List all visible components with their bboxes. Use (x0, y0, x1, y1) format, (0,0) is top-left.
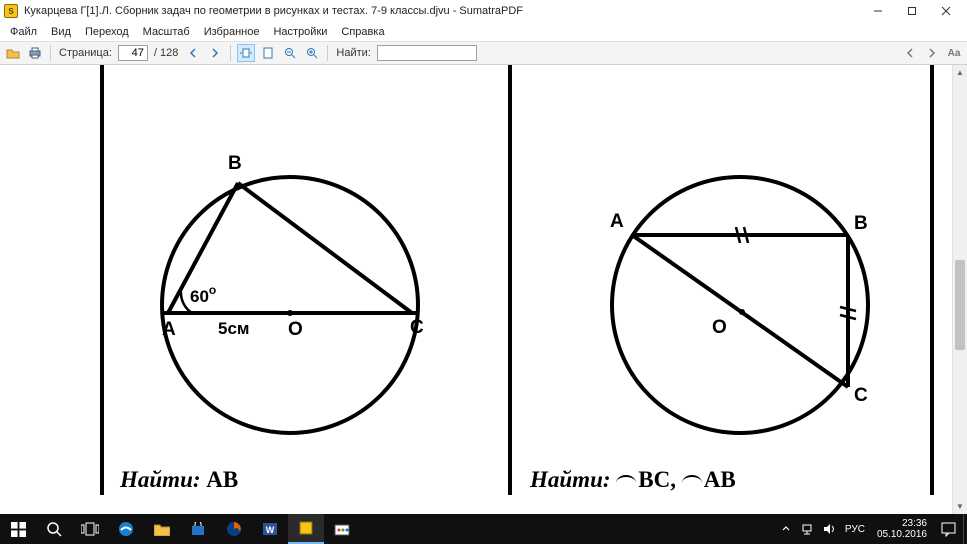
page-label: Страница: (57, 47, 114, 59)
open-icon[interactable] (4, 44, 22, 62)
find-input[interactable] (377, 45, 477, 61)
page-total: / 128 (152, 47, 180, 59)
menu-settings[interactable]: Настройки (267, 25, 333, 39)
page-input[interactable] (118, 45, 148, 61)
taskbar-app-edge[interactable] (108, 514, 144, 544)
taskbar-app-explorer[interactable] (144, 514, 180, 544)
tray-volume-icon[interactable] (823, 522, 837, 536)
toolbar-sep3 (327, 45, 328, 61)
search-icon[interactable] (36, 514, 72, 544)
scroll-thumb[interactable] (955, 260, 965, 350)
taskview-icon[interactable] (72, 514, 108, 544)
taskbar: W РУС 23:36 05.10.2016 (0, 514, 967, 544)
menu-goto[interactable]: Переход (79, 25, 135, 39)
taskbar-app-paint[interactable] (324, 514, 360, 544)
menu-zoom[interactable]: Масштаб (137, 25, 196, 39)
svg-text:W: W (266, 525, 275, 535)
menu-view[interactable]: Вид (45, 25, 77, 39)
menu-help[interactable]: Справка (335, 25, 390, 39)
start-button[interactable] (0, 514, 36, 544)
label-C2: C (854, 385, 868, 407)
document-area: A B C O 60o 5см Найти: AB (0, 65, 967, 514)
taskbar-app-store[interactable] (180, 514, 216, 544)
toolbar-sep (50, 45, 51, 61)
zoom-out-icon[interactable] (281, 44, 299, 62)
taskbar-app-firefox[interactable] (216, 514, 252, 544)
tray-language[interactable]: РУС (845, 524, 865, 535)
figure-right (40, 65, 940, 495)
minimize-button[interactable] (861, 1, 895, 21)
menu-bar: Файл Вид Переход Масштаб Избранное Настр… (0, 22, 967, 41)
find-match-icon[interactable]: Aa (945, 44, 963, 62)
zoom-in-icon[interactable] (303, 44, 321, 62)
tray-network-icon[interactable] (801, 522, 815, 536)
notification-icon[interactable] (933, 514, 963, 544)
vertical-scrollbar[interactable]: ▲ ▼ (952, 65, 967, 514)
show-desktop[interactable] (963, 514, 967, 544)
print-icon[interactable] (26, 44, 44, 62)
label-A2: A (610, 211, 624, 233)
next-page-icon[interactable] (206, 44, 224, 62)
find-next-icon[interactable] (923, 44, 941, 62)
menu-file[interactable]: Файл (4, 25, 43, 39)
find-label: Найти: (334, 47, 372, 59)
toolbar-sep2 (230, 45, 231, 61)
title-bar: S Кукарцева Г[1].Л. Сборник задач по гео… (0, 0, 967, 22)
app-icon: S (4, 4, 18, 18)
find-right: Найти: BC, AB (530, 467, 736, 493)
scroll-up-icon[interactable]: ▲ (953, 65, 967, 80)
label-B2: B (854, 213, 868, 235)
taskbar-app-word[interactable]: W (252, 514, 288, 544)
tray-chevron-icon[interactable] (779, 522, 793, 536)
fit-page-icon[interactable] (259, 44, 277, 62)
fit-width-icon[interactable] (237, 44, 255, 62)
scroll-down-icon[interactable]: ▼ (953, 499, 967, 514)
find-prev-icon[interactable] (901, 44, 919, 62)
window-title: Кукарцева Г[1].Л. Сборник задач по геоме… (24, 5, 861, 17)
system-tray: РУС (773, 522, 871, 536)
window-buttons (861, 1, 963, 21)
label-O2: O (712, 317, 727, 339)
prev-page-icon[interactable] (184, 44, 202, 62)
close-button[interactable] (929, 1, 963, 21)
page-content: A B C O 60o 5см Найти: AB (40, 65, 940, 514)
menu-favorites[interactable]: Избранное (198, 25, 266, 39)
toolbar: Страница: / 128 Найти: Aa (0, 41, 967, 65)
taskbar-clock[interactable]: 23:36 05.10.2016 (871, 518, 933, 540)
taskbar-app-sumatra[interactable] (288, 514, 324, 544)
maximize-button[interactable] (895, 1, 929, 21)
